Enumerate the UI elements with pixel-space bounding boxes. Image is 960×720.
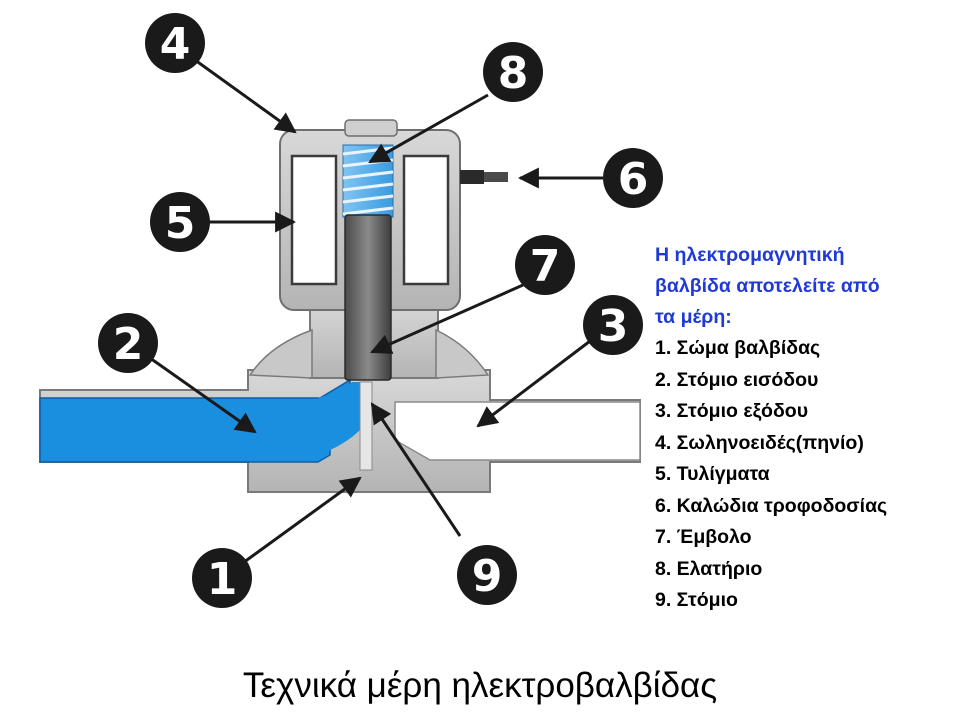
diagram-caption: Τεχνικά μέρη ηλεκτροβαλβίδας [242, 666, 718, 705]
callout-5: 5 [150, 192, 210, 252]
callout-label-7: 7 [530, 241, 561, 292]
callout-label-6: 6 [618, 154, 649, 205]
legend-item: 7. Έμβολο [655, 526, 752, 548]
callout-label-9: 9 [472, 551, 503, 602]
legend-item: 5. Τυλίγματα [655, 463, 770, 485]
parts-legend: Η ηλεκτρομαγνητική βαλβίδα αποτελείτε απ… [655, 240, 955, 617]
callout-8: 8 [483, 42, 543, 102]
legend-title: Η ηλεκτρομαγνητική βαλβίδα αποτελείτε απ… [655, 240, 955, 333]
orifice-seat [359, 381, 373, 471]
legend-title-line-1: Η ηλεκτρομαγνητική [655, 244, 845, 266]
spring [342, 144, 394, 218]
callout-2: 2 [98, 313, 158, 373]
legend-item: 2. Στόμιο εισόδου [655, 368, 819, 391]
power-cable [460, 170, 508, 184]
leader-2 [149, 356, 257, 434]
leader-lines [149, 58, 603, 567]
callout-7: 7 [515, 235, 575, 295]
legend-list: 1. Σώμα βαλβίδας 2. Στόμιο εισόδου 3. Στ… [655, 333, 955, 617]
inlet-riser [318, 382, 360, 455]
callout-label-4: 4 [160, 19, 191, 70]
callout-label-2: 2 [113, 319, 144, 370]
callout-1: 1 [192, 548, 252, 608]
legend-title-line-3: τα μέρη: [655, 306, 732, 328]
leader-9 [370, 402, 462, 537]
outlet-channel [394, 401, 641, 461]
plunger [344, 214, 392, 381]
leader-3 [476, 333, 599, 428]
callout-4: 4 [145, 13, 205, 73]
coil-window-left [290, 154, 338, 286]
legend-item: 8. Ελατήριο [655, 557, 763, 580]
leader-4 [194, 58, 297, 134]
callout-label-8: 8 [498, 48, 529, 99]
legend-item: 1. Σώμα βαλβίδας [655, 337, 821, 359]
legend-item: 3. Στόμιο εξόδου [655, 400, 809, 422]
leader-7 [370, 283, 524, 354]
leader-1 [239, 476, 362, 567]
legend-title-line-2: βαλβίδα αποτελείτε από [655, 275, 880, 297]
callout-label-3: 3 [598, 301, 629, 352]
callout-6: 6 [603, 148, 663, 208]
legend-item: 6. Καλώδια τροφοδοσίας [655, 494, 888, 517]
legend-item: 9. Στόμιο [655, 589, 738, 611]
callout-3: 3 [583, 295, 643, 355]
callout-9: 9 [457, 545, 517, 605]
callout-label-5: 5 [165, 198, 196, 249]
coil-window-right [402, 154, 450, 286]
callout-label-1: 1 [207, 554, 238, 605]
leader-8 [368, 93, 489, 164]
legend-item: 4. Σωληνοειδές(πηνίο) [655, 431, 864, 454]
